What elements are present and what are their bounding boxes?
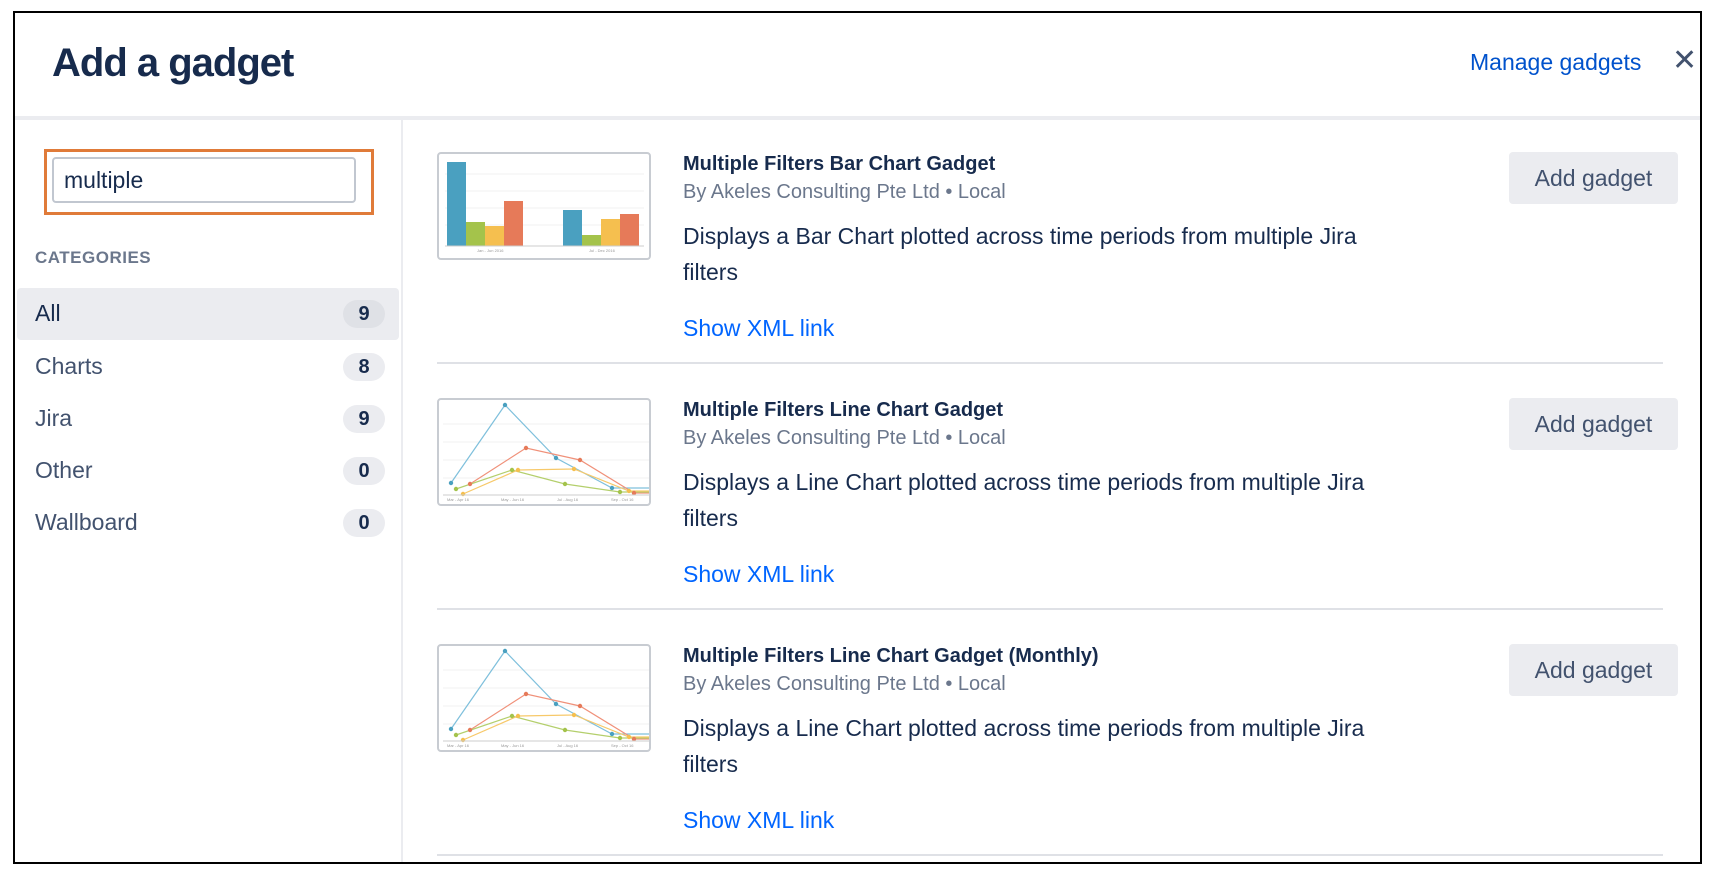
search-input[interactable] [52, 157, 356, 203]
sidebar: CATEGORIES All 9 Charts 8 Jira 9 Other 0… [15, 120, 403, 862]
divider [437, 608, 1663, 610]
bar [447, 162, 466, 246]
gadget-description: Displays a Line Chart plotted across tim… [683, 715, 1365, 777]
count-badge: 0 [343, 457, 385, 485]
gadget-title: Multiple Filters Line Chart Gadget (Mont… [683, 645, 1099, 667]
svg-text:May - Jun 16: May - Jun 16 [501, 743, 525, 748]
svg-text:Jan - Jun 2016: Jan - Jun 2016 [477, 248, 504, 253]
add-gadget-dialog: Add a gadget Manage gadgets ✕ CATEGORIES… [13, 11, 1702, 864]
bar [601, 219, 620, 246]
category-label: Other [35, 457, 93, 483]
add-gadget-button[interactable]: Add gadget [1509, 152, 1678, 204]
bar [620, 214, 639, 246]
gadget-author: By Akeles Consulting Pte Ltd • Local [683, 181, 1006, 203]
manage-gadgets-link[interactable]: Manage gadgets [1470, 49, 1642, 75]
category-label: Wallboard [35, 509, 138, 535]
svg-text:Mar - Apr 16: Mar - Apr 16 [447, 497, 470, 502]
gadget-title: Multiple Filters Bar Chart Gadget [683, 153, 996, 175]
count-badge: 0 [343, 509, 385, 537]
svg-text:May - Jun 16: May - Jun 16 [501, 497, 525, 502]
bar [582, 235, 601, 246]
category-all[interactable]: All 9 [17, 288, 399, 340]
svg-text:Jul - Aug 16: Jul - Aug 16 [557, 497, 579, 502]
close-icon[interactable]: ✕ [1672, 44, 1698, 77]
count-badge: 9 [343, 300, 385, 328]
search-highlight [44, 149, 374, 215]
count-badge: 9 [343, 405, 385, 433]
gadget-list-item: Jan - Jun 2016 Jul - Dec 2016 Multiple Fi… [437, 152, 1678, 398]
category-jira[interactable]: Jira 9 [17, 393, 399, 445]
category-label: Charts [35, 353, 103, 379]
series-line [469, 447, 649, 494]
category-other[interactable]: Other 0 [17, 445, 399, 497]
svg-text:Jul - Dec 2016: Jul - Dec 2016 [589, 248, 616, 253]
series-line [455, 469, 649, 493]
svg-text:Mar - Apr 16: Mar - Apr 16 [447, 743, 470, 748]
svg-text:Sep - Oct 16: Sep - Oct 16 [611, 497, 634, 502]
divider [437, 362, 1663, 364]
series-line [450, 650, 649, 735]
bar [563, 210, 582, 246]
bar-chart-thumbnail: Jan - Jun 2016 Jul - Dec 2016 [437, 152, 651, 260]
divider [437, 854, 1663, 856]
header-divider [15, 116, 1700, 120]
add-gadget-button[interactable]: Add gadget [1509, 644, 1678, 696]
line-chart-thumbnail: Mar - Apr 16 May - Jun 16 Jul - Aug 16 Sep … [437, 398, 651, 506]
show-xml-link[interactable]: Show XML link [683, 807, 835, 833]
bar [485, 226, 504, 246]
count-badge: 8 [343, 353, 385, 381]
dialog-title: Add a gadget [52, 41, 294, 85]
series-line [469, 693, 649, 740]
series-line [450, 404, 649, 489]
category-label: All [35, 300, 61, 326]
svg-text:Sep - Oct 16: Sep - Oct 16 [611, 743, 634, 748]
category-charts[interactable]: Charts 8 [17, 341, 399, 393]
gadget-description: Displays a Line Chart plotted across tim… [683, 469, 1365, 531]
add-gadget-button[interactable]: Add gadget [1509, 398, 1678, 450]
gadget-list-item: Mar - Apr 16 May - Jun 16 Jul - Aug 16 Sep … [437, 398, 1678, 644]
gadget-list-item: Mar - Apr 16 May - Jun 16 Jul - Aug 16 Sep … [437, 644, 1678, 862]
svg-text:Jul - Aug 16: Jul - Aug 16 [557, 743, 579, 748]
category-wallboard[interactable]: Wallboard 0 [17, 497, 399, 549]
gadget-author: By Akeles Consulting Pte Ltd • Local [683, 427, 1006, 449]
gadget-author: By Akeles Consulting Pte Ltd • Local [683, 673, 1006, 695]
line-chart-thumbnail: Mar - Apr 16 May - Jun 16 Jul - Aug 16 Sep … [437, 644, 651, 752]
show-xml-link[interactable]: Show XML link [683, 561, 835, 587]
category-label: Jira [35, 405, 73, 431]
categories-heading: CATEGORIES [35, 248, 152, 267]
gadget-title: Multiple Filters Line Chart Gadget [683, 399, 1004, 421]
gadget-description: Displays a Bar Chart plotted across time… [683, 223, 1357, 285]
series-line [455, 715, 649, 739]
bar [504, 201, 523, 246]
bar [466, 222, 485, 246]
show-xml-link[interactable]: Show XML link [683, 315, 835, 341]
